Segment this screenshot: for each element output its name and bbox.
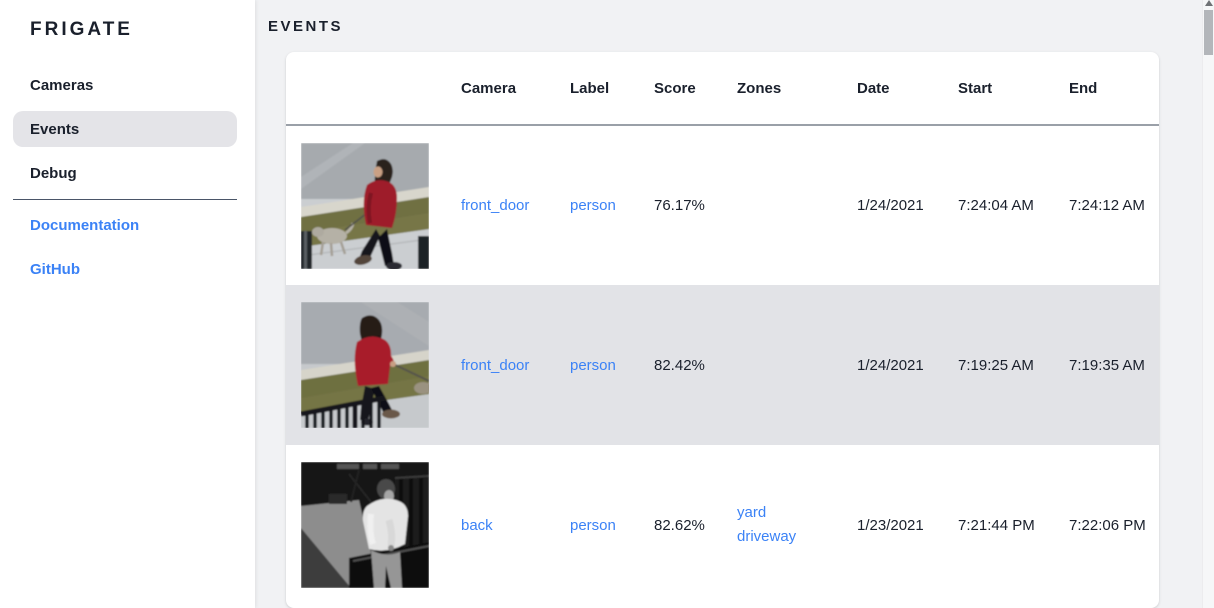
col-thumbnail: [286, 52, 455, 126]
table-header-row: Camera Label Score Zones Date Start End: [286, 52, 1159, 126]
end-value: 7:19:35 AM: [1069, 356, 1145, 374]
sidebar-item-label: Debug: [30, 164, 77, 182]
sidebar-link-github[interactable]: GitHub: [13, 251, 237, 287]
event-thumbnail-person-hoodie[interactable]: [301, 302, 429, 428]
sidebar: FRIGATE Cameras Events Debug Documentati…: [0, 0, 255, 608]
sidebar-external-links: Documentation GitHub: [0, 207, 255, 287]
sidebar-nav: Cameras Events Debug: [0, 41, 255, 191]
sidebar-item-events[interactable]: Events: [13, 111, 237, 147]
sidebar-divider: [13, 199, 237, 200]
sidebar-link-label: GitHub: [30, 260, 80, 278]
event-thumbnail-person-dog[interactable]: [301, 142, 429, 269]
camera-link[interactable]: back: [461, 516, 493, 534]
date-value: 1/23/2021: [857, 516, 924, 534]
camera-link[interactable]: front_door: [461, 197, 530, 214]
sidebar-item-label: Cameras: [30, 76, 94, 94]
date-value: 1/24/2021: [857, 356, 924, 374]
zones-cell: [731, 285, 851, 445]
label-link[interactable]: person: [570, 516, 616, 534]
col-score: Score: [648, 52, 731, 126]
start-value: 7:19:25 AM: [958, 356, 1034, 374]
page-title: EVENTS: [268, 18, 344, 35]
col-label: Label: [564, 52, 648, 126]
main-content: EVENTS Camera Label Score Zones Date Sta…: [255, 0, 1214, 608]
label-link[interactable]: person: [570, 356, 616, 374]
events-card: Camera Label Score Zones Date Start End: [286, 52, 1159, 608]
event-row: back person 82.62% yard driveway 1/23/20…: [286, 445, 1159, 605]
event-thumbnail-person-night[interactable]: [301, 462, 429, 588]
events-table: Camera Label Score Zones Date Start End: [286, 52, 1159, 605]
start-value: 7:21:44 PM: [958, 516, 1035, 534]
scrollbar-up-arrow-icon[interactable]: [1205, 0, 1213, 6]
col-zones: Zones: [731, 52, 851, 126]
vertical-scrollbar[interactable]: [1202, 0, 1214, 608]
event-thumbnail-cell: [286, 125, 455, 285]
col-camera: Camera: [455, 52, 564, 126]
score-value: 76.17%: [654, 197, 705, 214]
sidebar-item-cameras[interactable]: Cameras: [13, 67, 237, 103]
zones-cell: yard driveway: [731, 445, 851, 605]
scrollbar-thumb[interactable]: [1204, 10, 1213, 55]
col-date: Date: [851, 52, 952, 126]
event-row-highlighted: front_door person 82.42% 1/24/2021 7:19:…: [286, 285, 1159, 445]
end-value: 7:22:06 PM: [1069, 516, 1146, 534]
col-end: End: [1063, 52, 1159, 126]
zone-link[interactable]: driveway: [737, 528, 797, 545]
event-thumbnail-cell: [286, 285, 455, 445]
label-link[interactable]: person: [570, 197, 616, 214]
event-row: front_door person 76.17% 1/24/2021 7:24:…: [286, 125, 1159, 285]
score-value: 82.42%: [654, 356, 705, 374]
score-value: 82.62%: [654, 516, 705, 534]
app-logo[interactable]: FRIGATE: [30, 19, 133, 40]
camera-link[interactable]: front_door: [461, 356, 530, 374]
sidebar-item-debug[interactable]: Debug: [13, 155, 237, 191]
sidebar-link-documentation[interactable]: Documentation: [13, 207, 237, 243]
zones-cell: [731, 125, 851, 285]
col-start: Start: [952, 52, 1063, 126]
zone-link[interactable]: yard: [737, 504, 767, 521]
end-value: 7:24:12 AM: [1069, 197, 1145, 214]
event-thumbnail-cell: [286, 445, 455, 605]
sidebar-item-label: Events: [30, 120, 80, 138]
sidebar-link-label: Documentation: [30, 216, 140, 234]
date-value: 1/24/2021: [857, 197, 924, 214]
start-value: 7:24:04 AM: [958, 197, 1034, 214]
